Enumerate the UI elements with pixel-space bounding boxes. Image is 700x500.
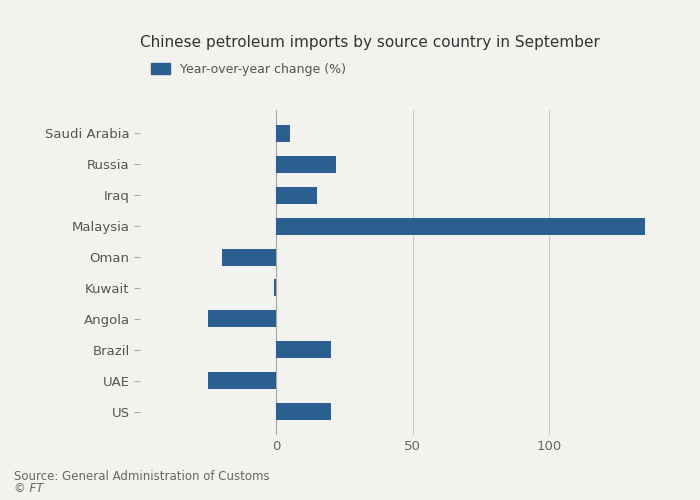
- Bar: [276, 125, 290, 142]
- Text: © FT: © FT: [14, 482, 43, 495]
- Bar: [276, 403, 331, 420]
- Bar: [274, 280, 276, 296]
- Text: Chinese petroleum imports by source country in September: Chinese petroleum imports by source coun…: [140, 36, 600, 51]
- Bar: [276, 342, 331, 358]
- Bar: [276, 218, 645, 234]
- Bar: [208, 310, 276, 328]
- Bar: [208, 372, 276, 390]
- Legend: Year-over-year change (%): Year-over-year change (%): [146, 58, 351, 80]
- Bar: [276, 156, 337, 172]
- Text: Source: General Administration of Customs: Source: General Administration of Custom…: [14, 470, 270, 482]
- Bar: [276, 186, 317, 204]
- Bar: [222, 248, 276, 266]
